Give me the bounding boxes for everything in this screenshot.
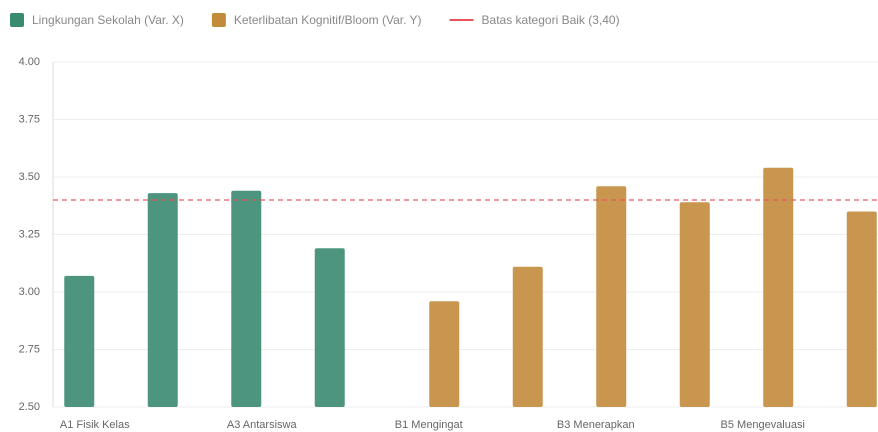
legend-label[interactable]: Keterlibatan Kognitif/Bloom (Var. Y) — [234, 13, 422, 27]
bar — [763, 167, 794, 407]
bar — [846, 211, 877, 407]
y-tick-label: 3.00 — [19, 286, 40, 298]
y-tick-label: 4.00 — [19, 56, 40, 68]
legend-label[interactable]: Lingkungan Sekolah (Var. X) — [32, 13, 184, 27]
bar — [429, 301, 460, 407]
x-tick-label: B5 Mengevaluasi — [721, 419, 805, 431]
y-tick-label: 2.75 — [19, 343, 40, 355]
bar — [231, 190, 262, 407]
x-tick-label: A1 Fisik Kelas — [60, 419, 130, 431]
legend-label[interactable]: Batas kategori Baik (3,40) — [482, 13, 620, 27]
bar — [64, 275, 95, 407]
legend-swatch[interactable] — [10, 13, 24, 27]
legend-swatch[interactable] — [211, 13, 226, 27]
x-tick-label: B3 Menerapkan — [557, 419, 635, 431]
x-tick-label: B1 Mengingat — [395, 419, 463, 431]
bar — [596, 186, 627, 407]
y-tick-label: 3.25 — [19, 228, 40, 240]
bar — [147, 193, 178, 407]
bar — [512, 266, 543, 407]
y-tick-label: 3.75 — [19, 113, 40, 125]
bar — [314, 248, 345, 407]
y-tick-label: 2.50 — [19, 401, 40, 413]
bar — [679, 202, 710, 407]
legend: Lingkungan Sekolah (Var. X) Keterlibatan … — [10, 13, 620, 27]
y-tick-label: 3.50 — [19, 171, 40, 183]
x-tick-label: A3 Antarsiswa — [227, 419, 298, 431]
